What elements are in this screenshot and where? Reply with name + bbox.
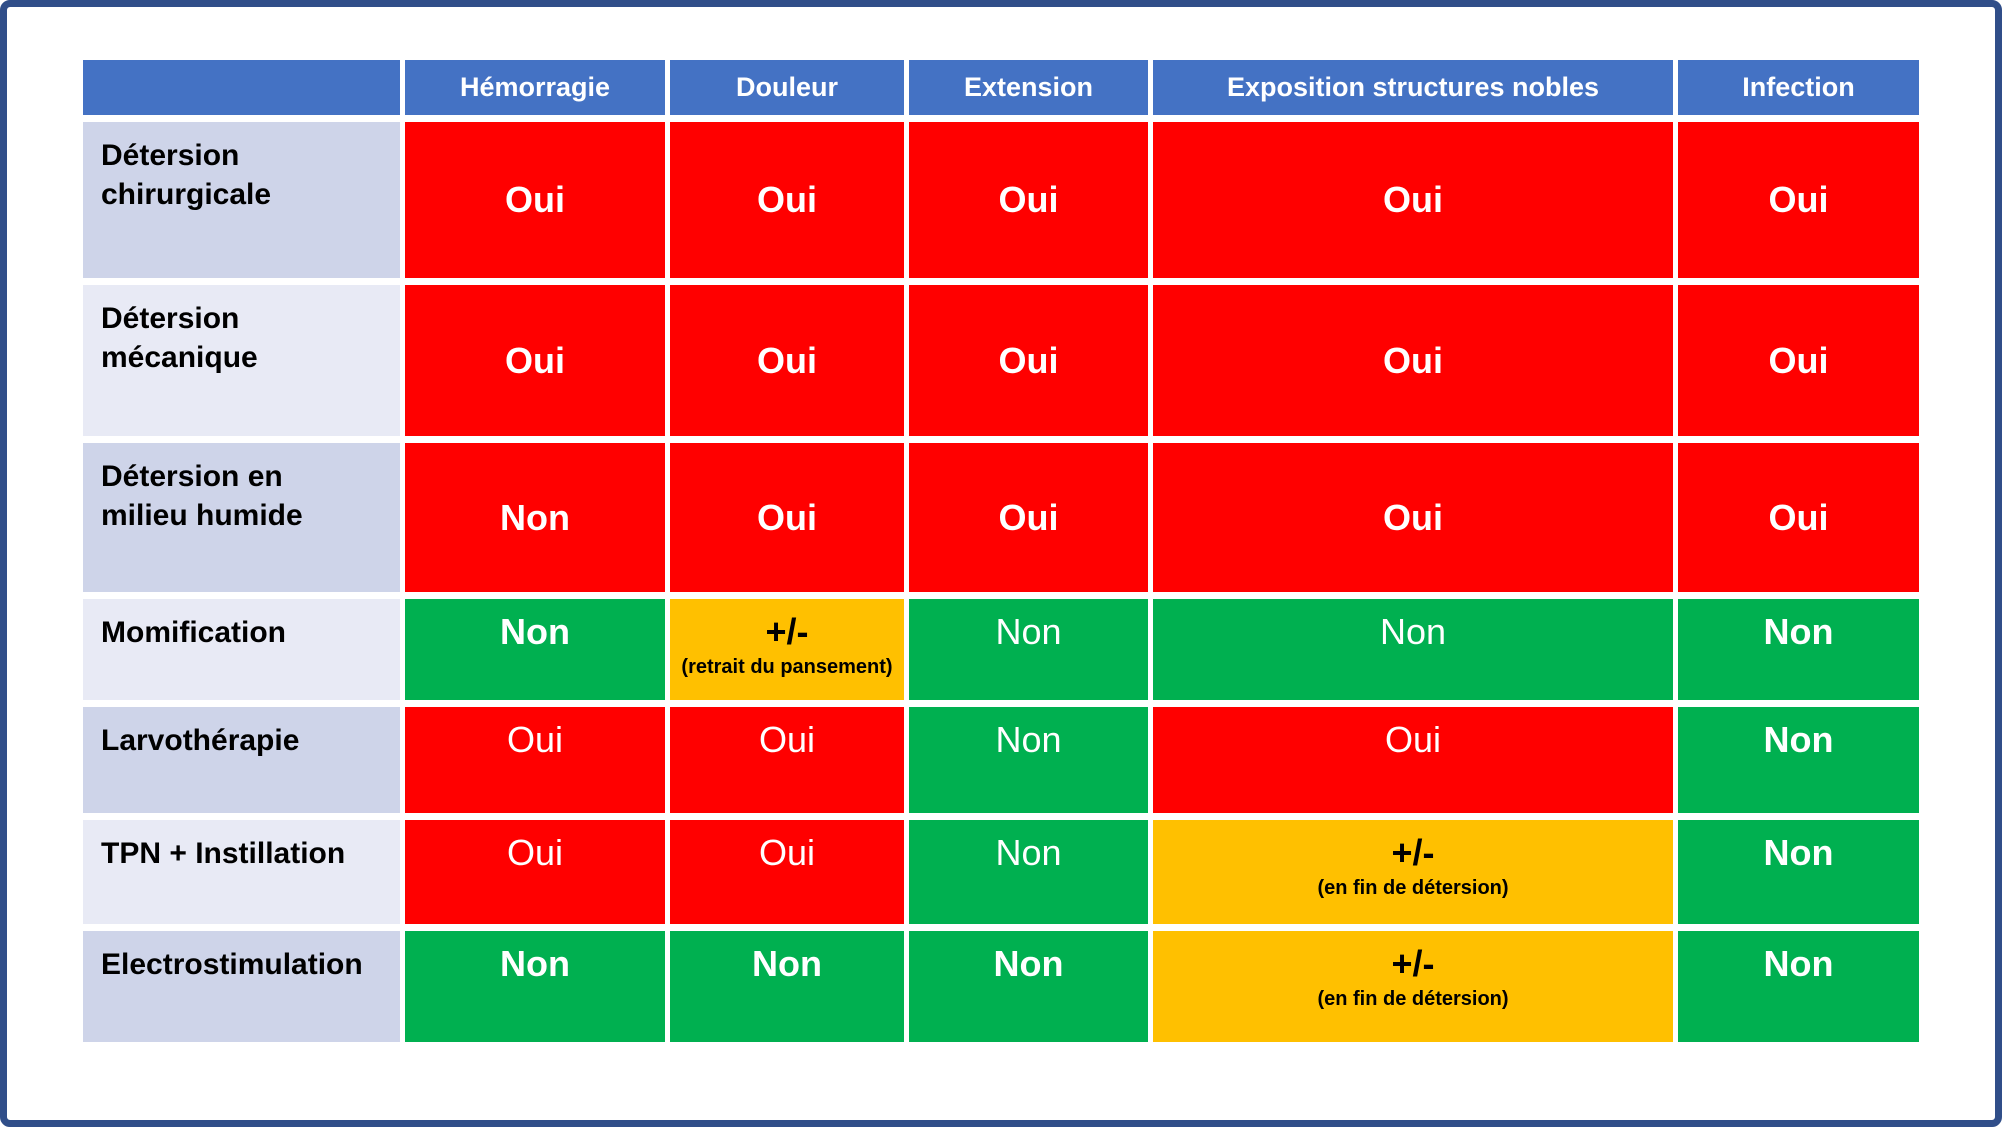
- cell-value: Oui: [757, 179, 817, 220]
- cell-value: Non: [995, 719, 1062, 760]
- row-label-detersion-chirurgicale: Détersion chirurgicale: [83, 122, 400, 278]
- cell-value: Oui: [998, 339, 1059, 381]
- cell-value: Non: [1763, 719, 1834, 760]
- cell-value: Oui: [506, 832, 564, 873]
- cell-value: Non: [1763, 943, 1834, 984]
- cell-value: Oui: [1383, 179, 1443, 220]
- cell-value: Oui: [505, 339, 565, 381]
- row-label-detersion-milieu-humide: Détersion en milieu humide: [83, 443, 400, 592]
- table-cell: Non: [405, 599, 665, 700]
- table-cell: Non: [909, 599, 1148, 700]
- table-cell: Non: [670, 931, 904, 1042]
- table-cell: Oui: [405, 707, 665, 813]
- row-label-detersion-mecanique: Détersion mécanique: [83, 285, 400, 436]
- cell-value: Non: [995, 832, 1062, 873]
- cell-value: Oui: [998, 496, 1059, 538]
- column-header-exposition: Exposition structures nobles: [1153, 60, 1673, 115]
- table-cell: Oui: [909, 285, 1148, 436]
- table-cell: Oui: [405, 285, 665, 436]
- table-cell: Non: [405, 443, 665, 592]
- table-cell: Oui: [670, 285, 904, 436]
- table-cell: Oui: [1153, 443, 1673, 592]
- cell-value: +/-: [1391, 943, 1435, 984]
- table-cell: Oui: [405, 122, 665, 278]
- table-cell: Non: [909, 707, 1148, 813]
- table-cell: Non: [1153, 599, 1673, 700]
- cell-value: Oui: [757, 496, 817, 538]
- cell-value: Oui: [1768, 179, 1829, 220]
- cell-value: Oui: [505, 179, 565, 220]
- cell-value: Oui: [506, 719, 564, 760]
- cell-value: Non: [995, 611, 1062, 652]
- cell-value: Oui: [1768, 496, 1829, 538]
- table-cell: Oui: [1678, 285, 1919, 436]
- row-label-momification: Momification: [83, 599, 400, 700]
- column-header-hemorragie: Hémorragie: [405, 60, 665, 115]
- cell-value: Non: [500, 611, 570, 652]
- cell-value: Oui: [1768, 339, 1829, 381]
- row-label-larvotherapie: Larvothérapie: [83, 707, 400, 813]
- table-cell: Oui: [909, 443, 1148, 592]
- cell-value: Oui: [758, 832, 816, 873]
- table-cell: +/- (en fin de détersion): [1153, 820, 1673, 924]
- cell-note: (retrait du pansement): [681, 656, 893, 678]
- cell-value: Oui: [757, 339, 817, 381]
- row-label-electrostimulation: Electrostimulation: [83, 931, 400, 1042]
- table-cell: Non: [909, 820, 1148, 924]
- cell-note: (en fin de détersion): [1317, 877, 1509, 899]
- comparison-table: Hémorragie Douleur Extension Exposition …: [83, 60, 1919, 1042]
- table-cell: Oui: [405, 820, 665, 924]
- cell-value: Oui: [998, 179, 1059, 220]
- table-cell: Oui: [670, 443, 904, 592]
- cell-value: Oui: [1383, 496, 1443, 538]
- cell-value: +/-: [1391, 832, 1435, 873]
- cell-value: Non: [500, 943, 570, 984]
- table-cell: Non: [1678, 820, 1919, 924]
- cell-value: Non: [500, 496, 570, 538]
- corner-header-cell: [83, 60, 400, 115]
- table-cell: Non: [909, 931, 1148, 1042]
- column-header-extension: Extension: [909, 60, 1148, 115]
- cell-note: (en fin de détersion): [1317, 988, 1509, 1010]
- column-header-infection: Infection: [1678, 60, 1919, 115]
- cell-value: Non: [1379, 611, 1447, 652]
- cell-value: Non: [993, 943, 1064, 984]
- table-cell: Oui: [670, 122, 904, 278]
- table-cell: Non: [1678, 707, 1919, 813]
- table-cell: Oui: [670, 820, 904, 924]
- cell-value: Non: [1763, 832, 1834, 873]
- row-label-tpn-instillation: TPN + Instillation: [83, 820, 400, 924]
- cell-value: Oui: [758, 719, 816, 760]
- cell-value: Oui: [1384, 719, 1442, 760]
- table-cell: Oui: [1678, 443, 1919, 592]
- table-cell: Oui: [909, 122, 1148, 278]
- cell-value: +/-: [765, 611, 809, 652]
- table-cell: Non: [405, 931, 665, 1042]
- cell-value: Non: [1763, 611, 1834, 652]
- table-cell: Oui: [1153, 285, 1673, 436]
- cell-value: Non: [752, 943, 822, 984]
- column-header-douleur: Douleur: [670, 60, 904, 115]
- table-cell: Oui: [1153, 707, 1673, 813]
- table-cell: +/- (retrait du pansement): [670, 599, 904, 700]
- table-cell: Oui: [1678, 122, 1919, 278]
- table-cell: Oui: [1153, 122, 1673, 278]
- table-cell: Oui: [670, 707, 904, 813]
- table-cell: Non: [1678, 931, 1919, 1042]
- table-cell: Non: [1678, 599, 1919, 700]
- table-cell: +/- (en fin de détersion): [1153, 931, 1673, 1042]
- cell-value: Oui: [1383, 339, 1443, 381]
